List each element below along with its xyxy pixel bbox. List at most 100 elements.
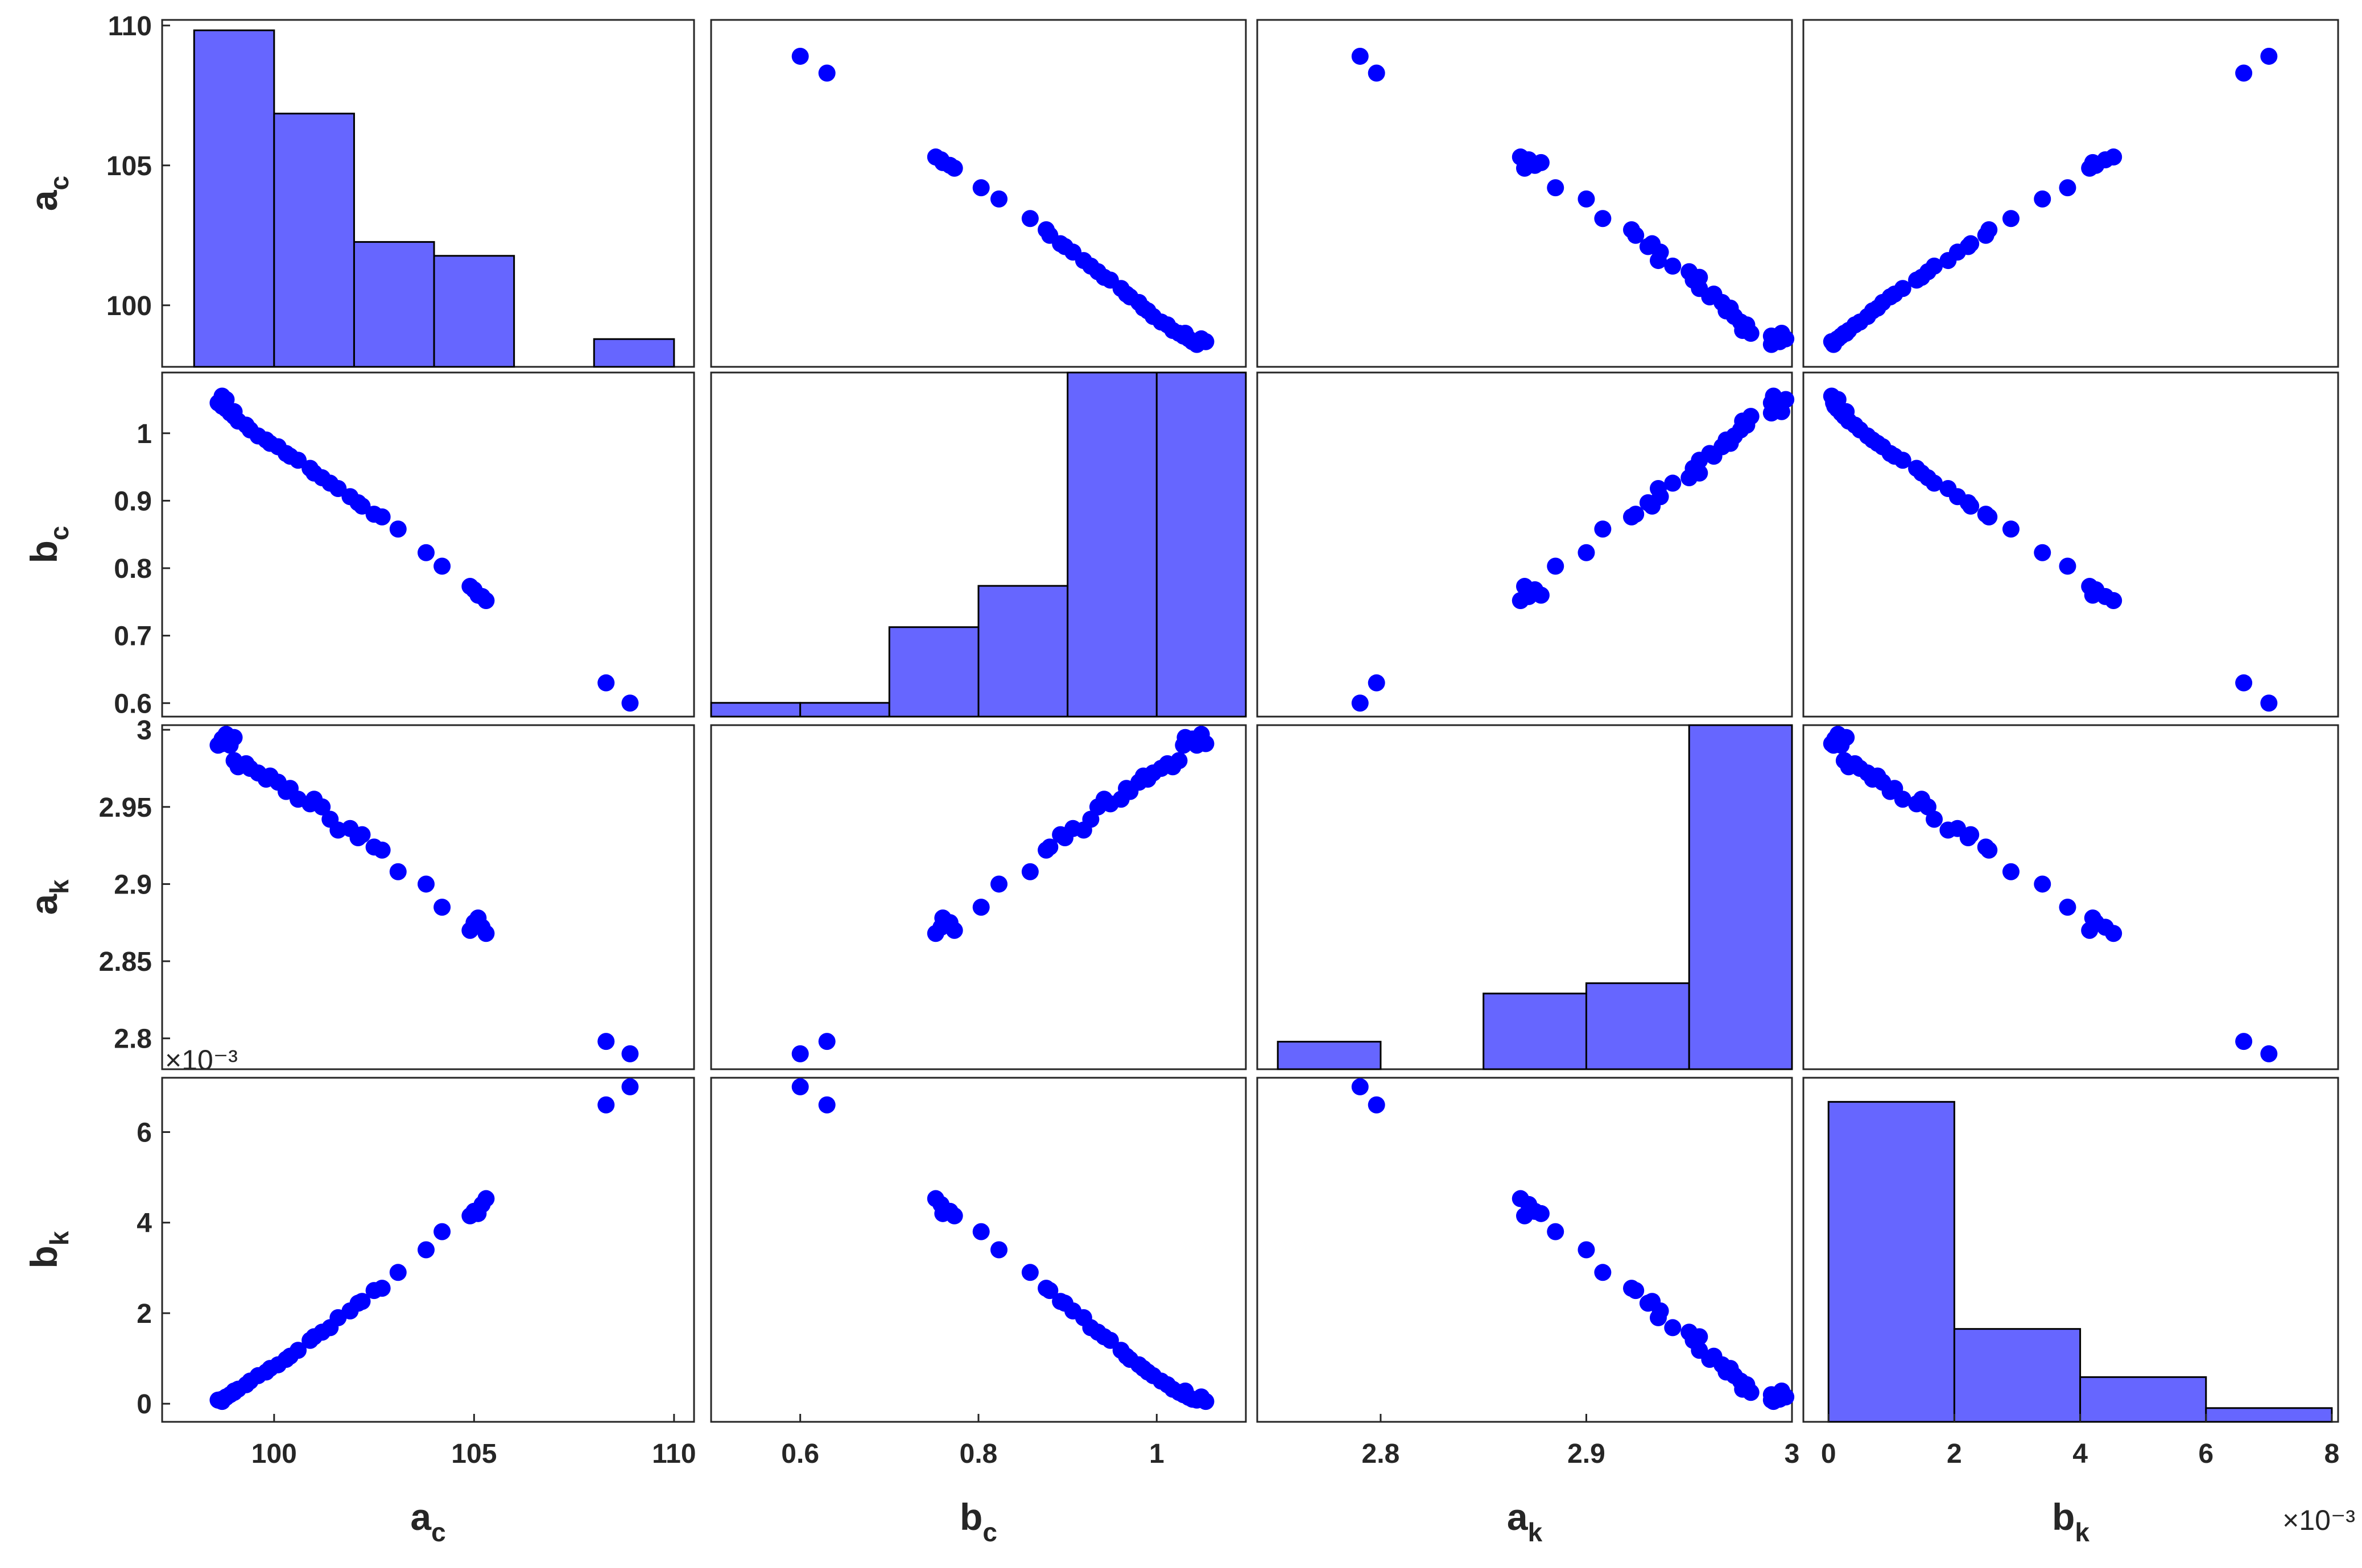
histogram-bar — [273, 113, 355, 368]
data-point — [2235, 64, 2253, 82]
y-tick-label: 1 — [137, 419, 152, 449]
data-point — [2084, 154, 2101, 171]
y-axis-labels: ac bc ak bk — [23, 176, 74, 1269]
data-point — [1773, 403, 1790, 420]
data-point — [2260, 694, 2278, 712]
data-point — [1021, 210, 1039, 227]
panel-frame — [710, 1077, 1247, 1423]
data-point — [1594, 210, 1612, 227]
histogram-bar — [1483, 992, 1587, 1070]
data-point — [389, 1264, 407, 1281]
data-point — [1627, 1282, 1645, 1300]
x-tick-label: 1 — [1149, 1439, 1165, 1469]
y-axis-label-b-c: bc — [23, 526, 74, 564]
data-point — [1908, 271, 1926, 289]
data-point — [2059, 557, 2076, 575]
data-point — [972, 899, 990, 916]
data-point — [302, 460, 319, 477]
data-point — [934, 154, 952, 171]
data-point — [389, 520, 407, 538]
data-point — [818, 1096, 836, 1114]
histogram-bar — [1827, 1101, 1955, 1423]
data-point — [1627, 506, 1645, 523]
histogram-bar — [353, 241, 435, 368]
data-point — [417, 875, 435, 893]
data-point — [1594, 520, 1612, 538]
y-tick-label: 2.8 — [114, 1024, 152, 1054]
histogram-bar — [593, 338, 675, 368]
panel-2-1 — [710, 724, 1247, 1070]
y-axis-label-a-c: ac — [23, 176, 74, 211]
data-point — [1197, 1393, 1215, 1410]
x-axis-label-a-k: ak — [1507, 1496, 1543, 1547]
data-point — [1176, 729, 1194, 746]
histogram-bar — [1277, 1041, 1382, 1070]
data-point — [1041, 838, 1059, 856]
data-point — [225, 403, 243, 420]
histogram-bar — [193, 29, 275, 368]
x-axis-label-a-c: ac — [410, 1496, 445, 1547]
data-point — [1368, 1096, 1385, 1114]
panel-1-3 — [1802, 371, 2339, 718]
panel-1-0: 0.6 0.7 0.8 0.9 1 — [114, 371, 695, 719]
data-point — [1939, 252, 1957, 270]
data-point — [972, 179, 990, 197]
x-axis-labels: ac bc ak bk — [410, 1496, 2090, 1547]
data-point — [990, 1241, 1008, 1259]
data-point — [225, 1382, 243, 1400]
data-point — [389, 863, 407, 880]
y-tick-label: 110 — [108, 11, 152, 42]
data-point — [1835, 752, 1853, 769]
data-point — [1765, 387, 1782, 405]
data-point — [1578, 1241, 1595, 1259]
data-point — [1837, 729, 1855, 746]
data-point — [2084, 586, 2101, 604]
data-point — [945, 921, 963, 939]
data-point — [1516, 159, 1533, 177]
data-point — [469, 586, 487, 604]
panel-frame — [1802, 371, 2339, 718]
panel-0-3 — [1802, 19, 2339, 368]
data-point — [1664, 1319, 1682, 1337]
panel-1-2 — [1256, 371, 1795, 718]
panel-0-2 — [1256, 19, 1795, 368]
data-point — [1650, 252, 1667, 270]
data-point — [461, 921, 479, 939]
y-tick-label: 105 — [106, 151, 152, 181]
data-point — [1664, 474, 1682, 492]
data-point — [2002, 520, 2020, 538]
histogram-bar — [977, 585, 1069, 718]
data-point — [1742, 324, 1760, 342]
y-axis-label-a-k: ak — [23, 879, 74, 915]
data-point — [469, 1205, 487, 1222]
x-exponent-label: ×10⁻³ — [2282, 1504, 2355, 1536]
y-tick-label: 3 — [137, 715, 152, 746]
data-point — [1594, 1264, 1612, 1281]
panel-frame — [1256, 1077, 1793, 1423]
data-point — [972, 1223, 990, 1240]
data-point — [417, 1241, 435, 1259]
x-tick-label: 8 — [2324, 1439, 2340, 1469]
data-point — [1021, 1264, 1039, 1281]
panel-1-1 — [710, 371, 1247, 718]
data-point — [1664, 257, 1682, 275]
data-point — [1837, 403, 1855, 420]
data-point — [2002, 863, 2020, 880]
panel-2-2 — [1256, 724, 1793, 1070]
data-point — [1101, 1331, 1119, 1349]
data-point — [1197, 735, 1215, 752]
data-point — [1650, 480, 1667, 498]
data-point — [2059, 899, 2076, 916]
data-point — [341, 488, 359, 506]
data-point — [791, 1045, 809, 1062]
histogram-bar — [2079, 1376, 2207, 1423]
histogram-bar — [1155, 371, 1247, 718]
data-point — [1837, 324, 1855, 342]
data-point — [1977, 506, 1995, 523]
data-point — [818, 1033, 836, 1050]
x-tick-label: 3 — [1785, 1439, 1800, 1469]
x-tick-label: 2.8 — [1362, 1439, 1400, 1469]
data-point — [1547, 1223, 1564, 1240]
data-point — [597, 674, 615, 692]
y-tick-label: 6 — [137, 1118, 152, 1148]
